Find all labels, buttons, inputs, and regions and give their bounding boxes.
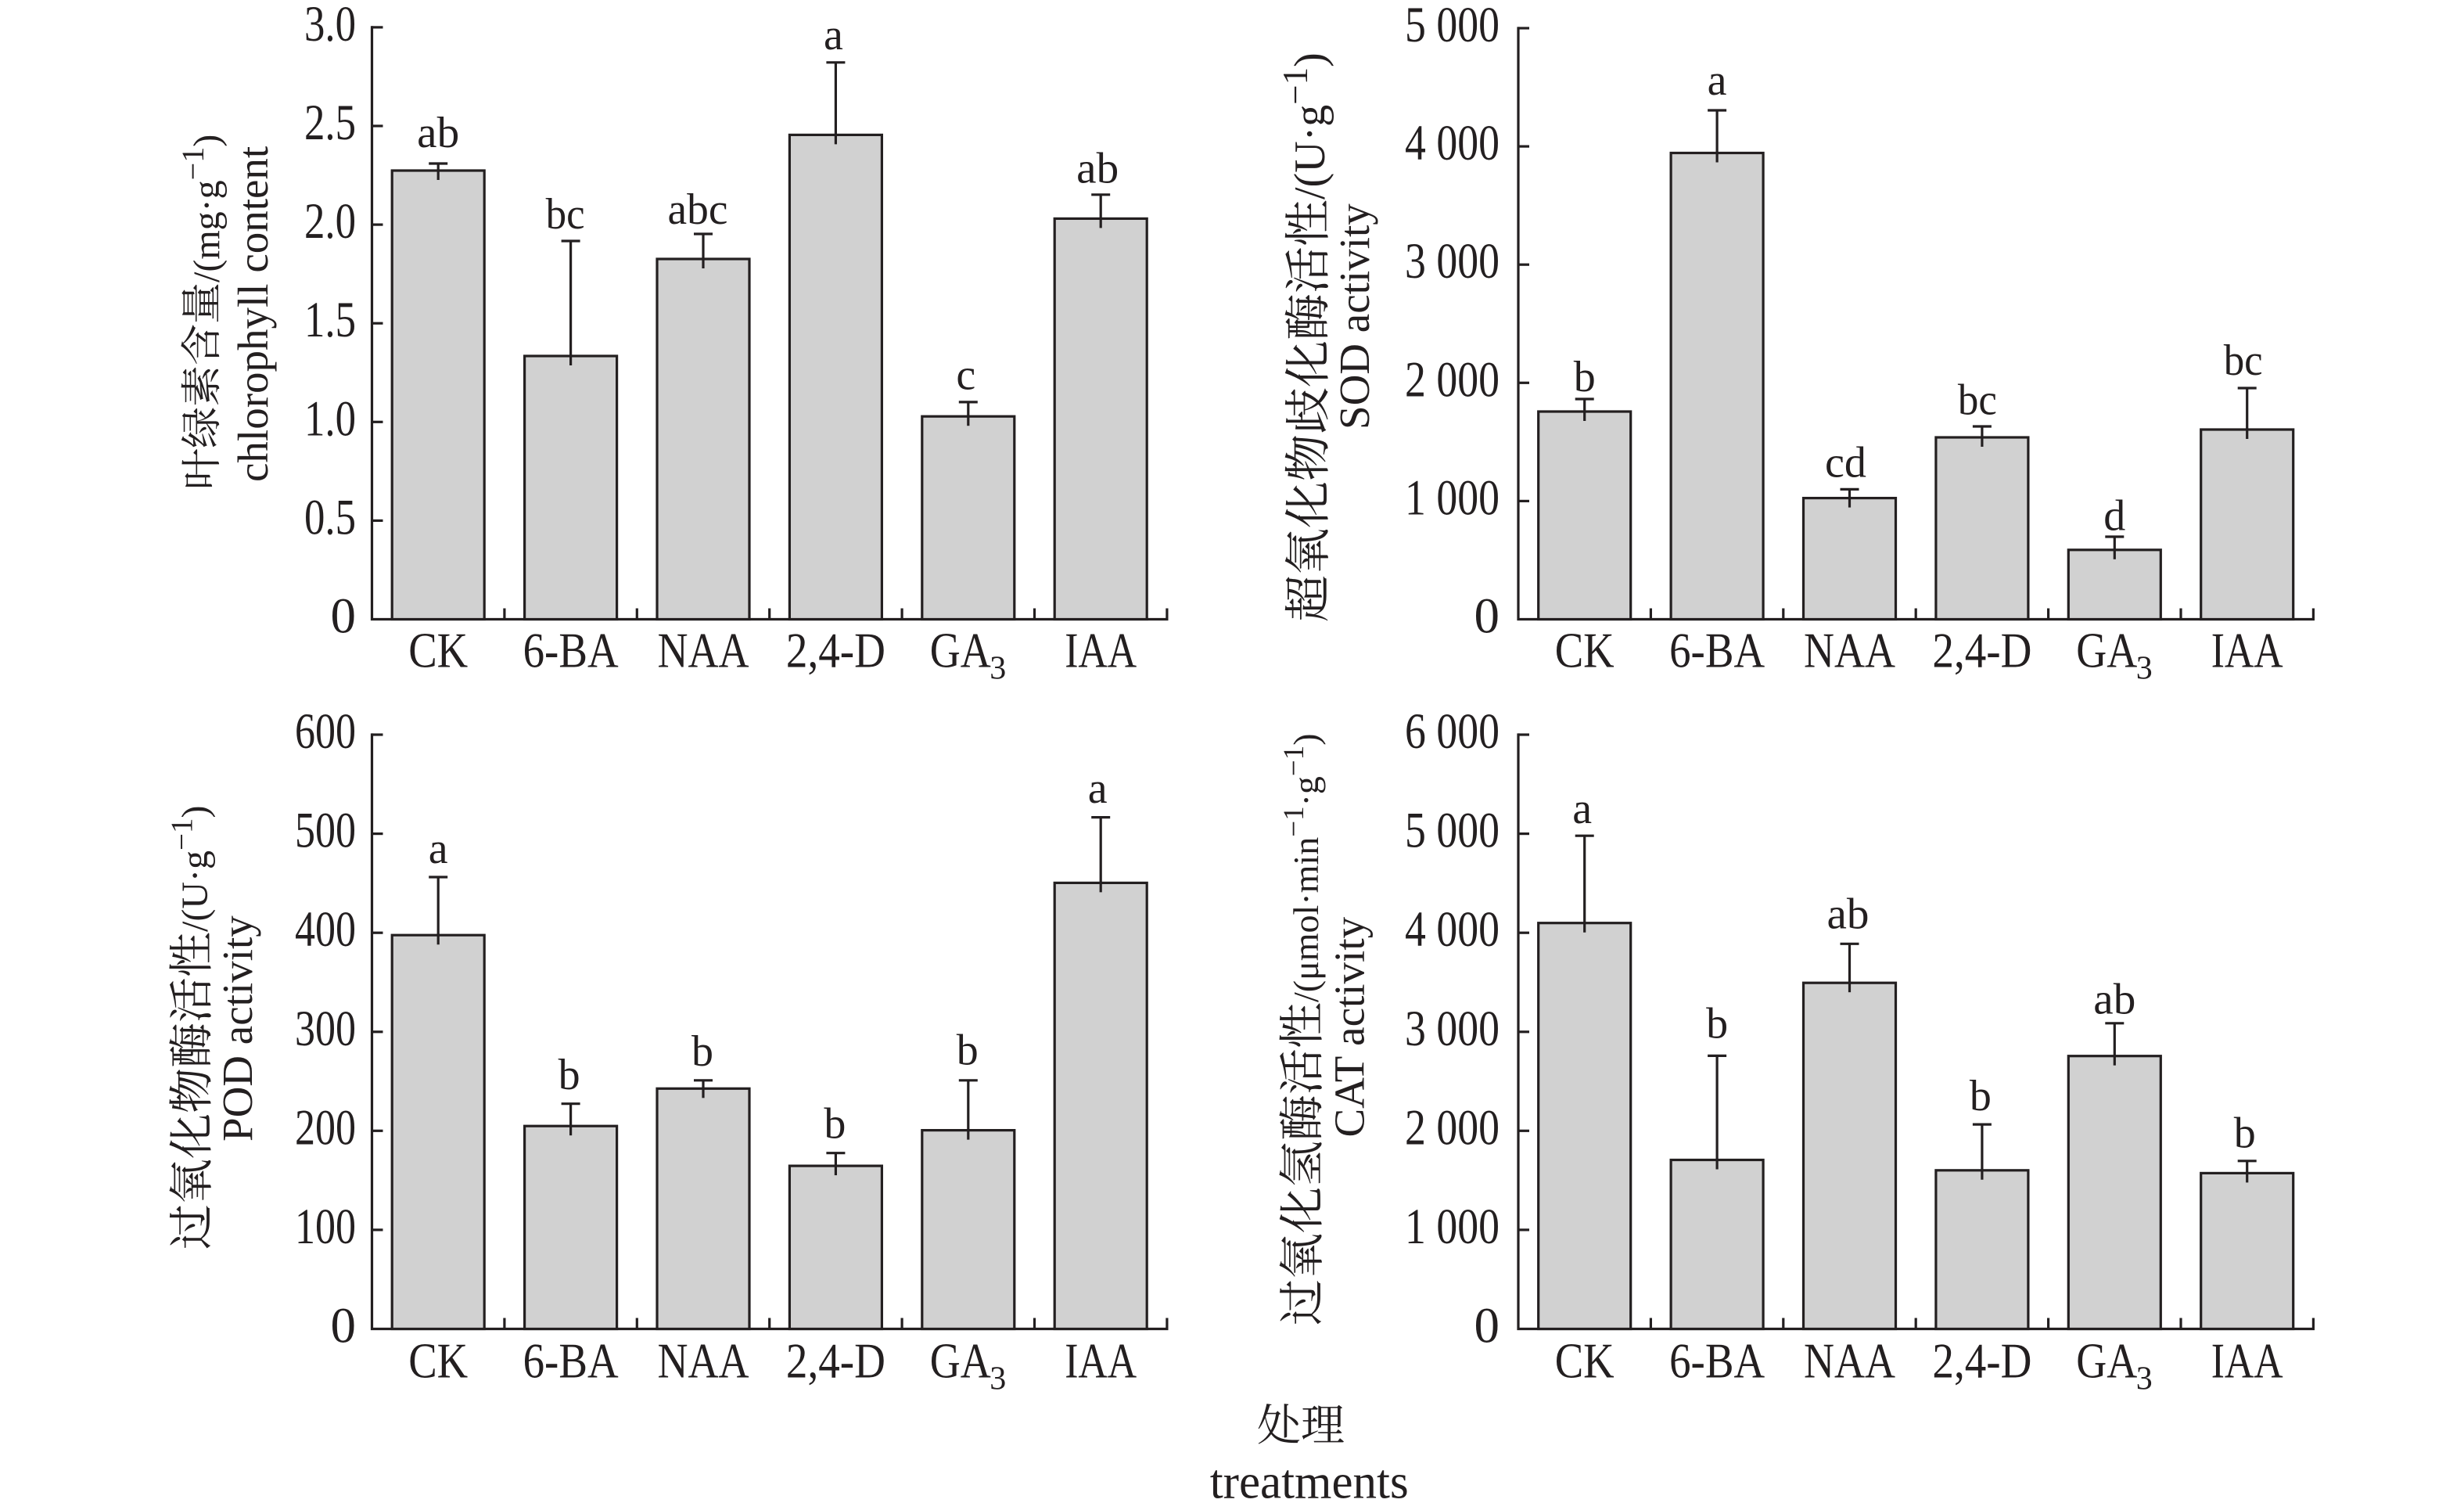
svg-text:NAA: NAA — [1804, 1333, 1895, 1389]
svg-text:/(μmol·min−1·g−1): /(μmol·min−1·g−1) — [1278, 733, 1326, 1002]
svg-text:a: a — [1088, 764, 1108, 813]
svg-text:/(U·g−1): /(U·g−1) — [1276, 52, 1334, 200]
svg-text:2,4-D: 2,4-D — [786, 623, 885, 678]
svg-text:ab: ab — [1076, 145, 1119, 193]
svg-text:a: a — [824, 11, 843, 59]
svg-text:ab: ab — [417, 109, 459, 157]
svg-text:3 000: 3 000 — [1405, 1001, 1500, 1057]
svg-text:cd: cd — [1825, 439, 1866, 487]
svg-text:b: b — [957, 1026, 979, 1074]
svg-text:2,4-D: 2,4-D — [1932, 1333, 2031, 1389]
svg-text:500: 500 — [295, 803, 356, 859]
svg-text:CK: CK — [1555, 1333, 1615, 1389]
svg-text:5 000: 5 000 — [1405, 0, 1500, 53]
svg-text:100: 100 — [295, 1199, 356, 1255]
svg-text:IAA: IAA — [1065, 1333, 1137, 1389]
svg-text:CAT activity: CAT activity — [1326, 916, 1374, 1137]
svg-text:6-BA: 6-BA — [1669, 1333, 1765, 1389]
svg-text:1 000: 1 000 — [1405, 469, 1500, 526]
svg-text:bc: bc — [1958, 376, 1997, 425]
svg-text:3: 3 — [990, 651, 1006, 687]
svg-text:0: 0 — [1474, 1298, 1500, 1354]
svg-text:NAA: NAA — [658, 623, 749, 678]
svg-text:6-BA: 6-BA — [523, 1333, 619, 1389]
svg-text:0: 0 — [1474, 588, 1500, 645]
svg-text:IAA: IAA — [2211, 623, 2283, 678]
svg-text:2,4-D: 2,4-D — [1932, 623, 2031, 678]
svg-text:3.0: 3.0 — [304, 0, 356, 52]
svg-text:1 000: 1 000 — [1405, 1199, 1500, 1255]
svg-text:0: 0 — [331, 588, 357, 645]
svg-text:chlorophyll content: chlorophyll content — [229, 146, 277, 482]
svg-text:a: a — [429, 825, 448, 873]
svg-text:6-BA: 6-BA — [523, 623, 619, 678]
svg-text:6-BA: 6-BA — [1669, 623, 1765, 678]
svg-text:b: b — [1574, 353, 1596, 401]
svg-text:treatments: treatments — [1210, 1455, 1409, 1503]
svg-text:600: 600 — [295, 703, 356, 760]
svg-text:4 000: 4 000 — [1405, 901, 1500, 958]
svg-text:b: b — [2234, 1109, 2256, 1158]
svg-text:2 000: 2 000 — [1405, 1099, 1500, 1156]
svg-text:POD activity: POD activity — [214, 915, 261, 1142]
svg-text:IAA: IAA — [2211, 1333, 2283, 1389]
svg-text:4 000: 4 000 — [1405, 115, 1500, 171]
svg-text:b: b — [559, 1051, 580, 1099]
svg-text:2.0: 2.0 — [304, 193, 356, 250]
svg-text:abc: abc — [668, 185, 728, 234]
svg-text:3 000: 3 000 — [1405, 233, 1500, 289]
svg-text:GA: GA — [930, 623, 991, 678]
svg-text:0.5: 0.5 — [304, 489, 356, 545]
svg-text:ab: ab — [1827, 890, 1870, 939]
svg-text:2 000: 2 000 — [1405, 351, 1500, 408]
svg-text:5 000: 5 000 — [1405, 803, 1500, 859]
svg-text:6 000: 6 000 — [1405, 703, 1500, 760]
svg-text:IAA: IAA — [1065, 623, 1137, 678]
svg-text:CK: CK — [1555, 623, 1615, 678]
svg-text:c: c — [956, 351, 975, 400]
svg-text:2,4-D: 2,4-D — [786, 1333, 885, 1389]
svg-text:b: b — [824, 1100, 846, 1149]
svg-text:b: b — [1970, 1072, 1992, 1120]
svg-text:1.5: 1.5 — [304, 292, 356, 348]
svg-text:400: 400 — [295, 901, 356, 958]
svg-text:SOD activity: SOD activity — [1331, 203, 1378, 430]
svg-text:b: b — [1706, 999, 1728, 1048]
svg-text:GA: GA — [2076, 623, 2137, 678]
svg-text:1.0: 1.0 — [304, 390, 356, 447]
svg-text:0: 0 — [331, 1298, 357, 1354]
svg-text:NAA: NAA — [658, 1333, 749, 1389]
svg-text:3: 3 — [2136, 651, 2153, 687]
svg-text:3: 3 — [990, 1361, 1006, 1397]
svg-text:CK: CK — [408, 623, 468, 678]
svg-text:NAA: NAA — [1804, 623, 1895, 678]
svg-text:bc: bc — [546, 190, 585, 239]
svg-text:a: a — [1708, 56, 1727, 105]
svg-text:GA: GA — [2076, 1333, 2137, 1389]
svg-text:bc: bc — [2224, 336, 2263, 385]
svg-text:200: 200 — [295, 1099, 356, 1156]
svg-text:a: a — [1572, 785, 1592, 833]
svg-text:ab: ab — [2093, 975, 2135, 1023]
svg-text:300: 300 — [295, 1001, 356, 1057]
svg-text:3: 3 — [2136, 1361, 2153, 1397]
svg-text:b: b — [691, 1027, 713, 1076]
svg-text:d: d — [2103, 491, 2125, 540]
svg-text:GA: GA — [930, 1333, 991, 1389]
svg-text:CK: CK — [408, 1333, 468, 1389]
svg-text:2.5: 2.5 — [304, 95, 356, 151]
